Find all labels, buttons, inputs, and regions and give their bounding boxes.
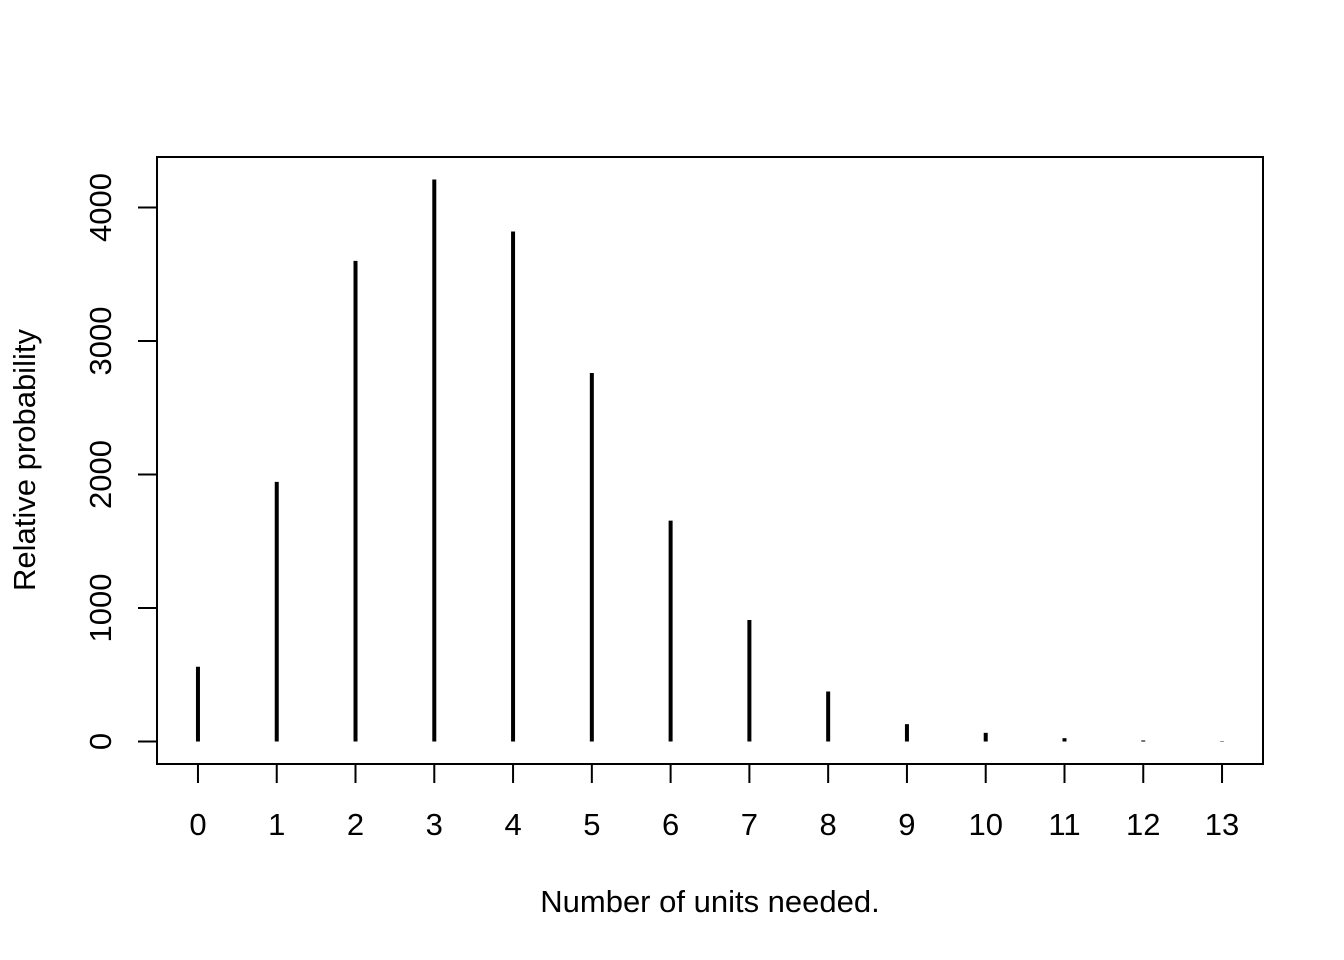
plot-frame [156,156,1264,765]
y-tick-label-0: 0 [83,733,118,750]
x-tick-label-13: 13 [1205,807,1239,842]
x-tick-label-2: 2 [347,807,364,842]
x-tick-label-3: 3 [426,807,443,842]
x-axis: 0 1 2 3 4 5 6 7 8 9 10 11 12 13 [189,763,1239,842]
x-tick-label-9: 9 [898,807,915,842]
x-tick-label-5: 5 [583,807,600,842]
x-tick-label-11: 11 [1048,807,1080,842]
y-axis: 0 1000 2000 3000 4000 [83,173,158,750]
y-tick-label-4000: 4000 [83,173,118,242]
x-tick-label-7: 7 [741,807,758,842]
x-tick-label-6: 6 [662,807,679,842]
bars [195,179,1225,742]
y-axis-label: Relative probability [7,329,42,591]
x-tick-label-0: 0 [189,807,206,842]
y-tick-label-2000: 2000 [83,440,118,509]
x-tick-label-4: 4 [504,807,521,842]
x-tick-label-8: 8 [820,807,837,842]
y-tick-label-1000: 1000 [83,574,118,643]
x-axis-label: Number of units needed. [540,884,880,919]
x-tick-label-10: 10 [968,807,1002,842]
x-tick-label-12: 12 [1126,807,1160,842]
y-tick-label-3000: 3000 [83,307,118,376]
x-tick-label-1: 1 [268,807,285,842]
